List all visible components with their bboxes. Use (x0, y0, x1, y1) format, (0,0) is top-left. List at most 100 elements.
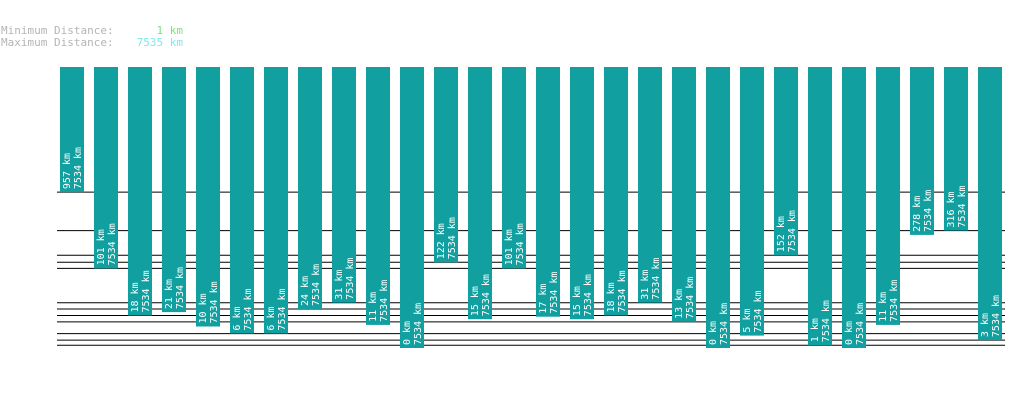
max-distance-label: Maximum Distance: (1, 36, 114, 49)
bar-total-label: 7534 km (175, 267, 186, 309)
min-distance-row: Minimum Distance: 1 km (1, 25, 183, 37)
bar-rect (502, 67, 526, 269)
bar-rect (230, 67, 254, 334)
bar-distance-label: 11 km (368, 292, 379, 322)
bar-rect (978, 67, 1002, 341)
bar-12: 122 km 7534 km (434, 67, 458, 263)
bar-total-label: 7534 km (583, 274, 594, 316)
bar-distance-label: 17 km (538, 284, 549, 314)
bar-total-label: 7534 km (311, 264, 322, 306)
bar-total-label: 7534 km (957, 185, 968, 227)
bar-total-label: 7534 km (447, 217, 458, 259)
bar-17: 18 km 7534 km (604, 67, 628, 316)
bar-28: 3 km 7534 km (978, 67, 1002, 341)
bar-distance-label: 0 km (402, 321, 413, 345)
bar-1: 957 km 7534 km (60, 67, 84, 193)
bar-11: 0 km 7534 km (400, 67, 424, 348)
bar-rect (468, 67, 492, 320)
bar-3: 18 km 7534 km (128, 67, 152, 316)
bar-total-label: 7534 km (413, 303, 424, 345)
bar-rect (910, 67, 934, 235)
bar-16: 15 km 7534 km (570, 67, 594, 320)
bar-rect (808, 67, 832, 346)
bar-rect (60, 67, 84, 193)
bar-total-label: 7534 km (345, 258, 356, 300)
bar-distance-label: 18 km (130, 282, 141, 312)
bar-distance-label: 13 km (674, 289, 685, 319)
bar-distance-label: 3 km (980, 313, 991, 337)
bar-rect (706, 67, 730, 348)
bar-14: 101 km 7534 km (502, 67, 526, 269)
bar-total-label: 7534 km (379, 280, 390, 322)
bar-rect (944, 67, 968, 231)
bar-6: 6 km 7534 km (230, 67, 254, 334)
bar-distance-label: 1 km (810, 318, 821, 342)
bar-rect (162, 67, 186, 313)
min-distance-value: 1 km (156, 24, 184, 37)
bar-total-label: 7534 km (107, 223, 118, 265)
bar-total-label: 7534 km (141, 270, 152, 312)
bar-24: 0 km 7534 km (842, 67, 866, 348)
bar-total-label: 7534 km (685, 277, 696, 319)
bar-rect (876, 67, 900, 325)
bar-rect (264, 67, 288, 334)
bar-total-label: 7534 km (481, 274, 492, 316)
bar-13: 15 km 7534 km (468, 67, 492, 320)
bar-distance-label: 15 km (470, 286, 481, 316)
bar-total-label: 7534 km (651, 258, 662, 300)
bar-total-label: 7534 km (923, 190, 934, 232)
bar-distance-label: 0 km (844, 321, 855, 345)
bar-25: 11 km 7534 km (876, 67, 900, 325)
bar-distance-label: 18 km (606, 282, 617, 312)
bar-total-label: 7534 km (821, 300, 832, 342)
bar-7: 6 km 7534 km (264, 67, 288, 334)
bar-rect (298, 67, 322, 309)
bar-distance-label: 316 km (946, 191, 957, 227)
bar-20: 0 km 7534 km (706, 67, 730, 348)
min-distance-label: Minimum Distance: (1, 24, 114, 37)
bar-rect (332, 67, 356, 303)
max-distance-value: 7535 km (136, 36, 183, 49)
bar-19: 13 km 7534 km (672, 67, 696, 322)
bar-4: 21 km 7534 km (162, 67, 186, 313)
bar-rect (128, 67, 152, 316)
bar-distance-label: 101 km (96, 229, 107, 265)
bar-distance-label: 24 km (300, 276, 311, 306)
bar-total-label: 7534 km (719, 303, 730, 345)
bar-distance-label: 6 km (266, 307, 277, 331)
bar-distance-label: 21 km (164, 279, 175, 309)
bar-23: 1 km 7534 km (808, 67, 832, 346)
bar-10: 11 km 7534 km (366, 67, 390, 325)
bar-distance-label: 31 km (334, 270, 345, 300)
bar-total-label: 7534 km (617, 270, 628, 312)
distance-stats: Minimum Distance: 1 km Maximum Distance: 7… (1, 25, 183, 49)
bar-total-label: 7534 km (753, 290, 764, 332)
bar-5: 10 km 7534 km (196, 67, 220, 327)
bar-total-label: 7534 km (243, 288, 254, 330)
bar-27: 316 km 7534 km (944, 67, 968, 231)
bar-total-label: 7534 km (991, 295, 1002, 337)
bar-distance-label: 122 km (436, 223, 447, 259)
bar-distance-label: 31 km (640, 270, 651, 300)
bar-rect (638, 67, 662, 303)
bar-distance-label: 10 km (198, 293, 209, 323)
bar-rect (570, 67, 594, 320)
bar-22: 152 km 7534 km (774, 67, 798, 256)
bar-total-label: 7534 km (277, 288, 288, 330)
bar-rect (434, 67, 458, 263)
bar-rect (196, 67, 220, 327)
bar-15: 17 km 7534 km (536, 67, 560, 317)
bar-total-label: 7534 km (549, 272, 560, 314)
bar-rect (740, 67, 764, 336)
bar-rect (774, 67, 798, 256)
max-distance-row: Maximum Distance: 7535 km (1, 37, 183, 49)
bar-distance-label: 957 km (62, 153, 73, 189)
bar-total-label: 7534 km (209, 281, 220, 323)
bar-8: 24 km 7534 km (298, 67, 322, 309)
bar-distance-label: 15 km (572, 286, 583, 316)
bar-26: 278 km 7534 km (910, 67, 934, 235)
bar-rect (400, 67, 424, 348)
bar-total-label: 7534 km (73, 147, 84, 189)
bar-total-label: 7534 km (787, 210, 798, 252)
